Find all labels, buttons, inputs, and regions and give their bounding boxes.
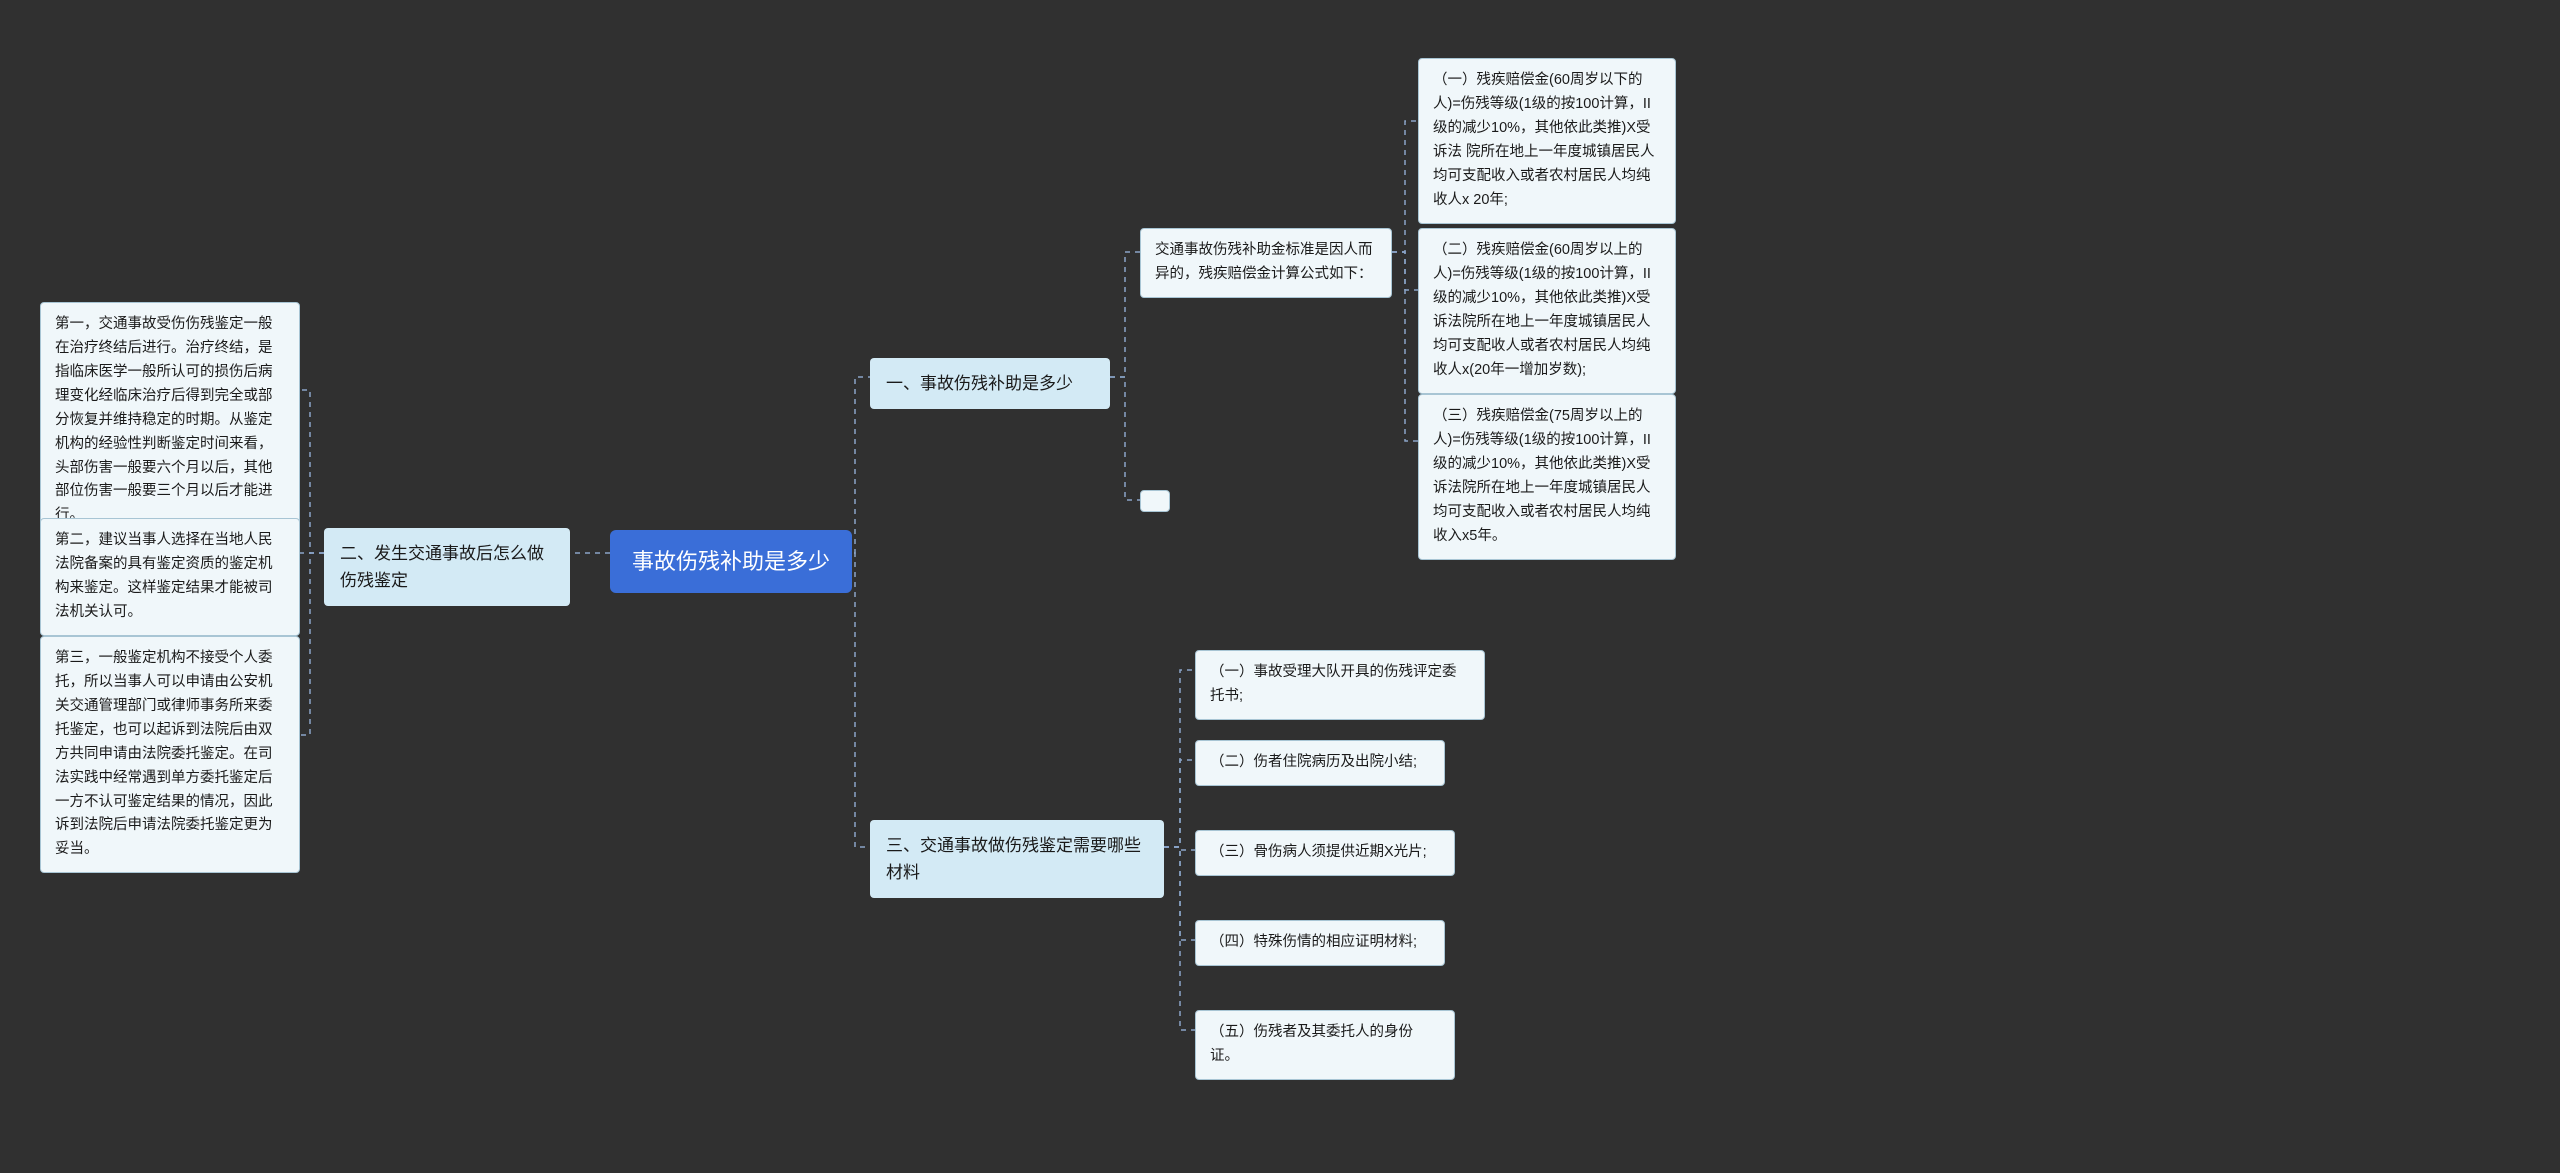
left-leaf-3: 第三，一般鉴定机构不接受个人委托，所以当事人可以申请由公安机关交通管理部门或律师…	[40, 636, 300, 873]
formula-intro: 交通事故伤残补助金标准是因人而异的，残疾赔偿金计算公式如下：	[1140, 228, 1392, 298]
left-branch: 二、发生交通事故后怎么做伤残鉴定	[324, 528, 570, 606]
right-branch-3: 三、交通事故做伤残鉴定需要哪些材料	[870, 820, 1164, 898]
formula-1: （一）残疾赔偿金(60周岁以下的人)=伤残等级(1级的按100计算，II级的减少…	[1418, 58, 1676, 224]
right-branch-1: 一、事故伤残补助是多少	[870, 358, 1110, 409]
formula-3: （三）残疾赔偿金(75周岁以上的人)=伤残等级(1级的按100计算，II级的减少…	[1418, 394, 1676, 560]
material-5: （五）伤残者及其委托人的身份证。	[1195, 1010, 1455, 1080]
material-3: （三）骨伤病人须提供近期X光片;	[1195, 830, 1455, 876]
formula-2: （二）残疾赔偿金(60周岁以上的人)=伤残等级(1级的按100计算，II级的减少…	[1418, 228, 1676, 394]
empty-leaf	[1140, 490, 1170, 512]
material-4: （四）特殊伤情的相应证明材料;	[1195, 920, 1445, 966]
material-2: （二）伤者住院病历及出院小结;	[1195, 740, 1445, 786]
left-leaf-1: 第一，交通事故受伤伤残鉴定一般在治疗终结后进行。治疗终结，是指临床医学一般所认可…	[40, 302, 300, 539]
left-leaf-2: 第二，建议当事人选择在当地人民法院备案的具有鉴定资质的鉴定机构来鉴定。这样鉴定结…	[40, 518, 300, 636]
material-1: （一）事故受理大队开具的伤残评定委托书;	[1195, 650, 1485, 720]
root-node: 事故伤残补助是多少	[610, 530, 852, 593]
